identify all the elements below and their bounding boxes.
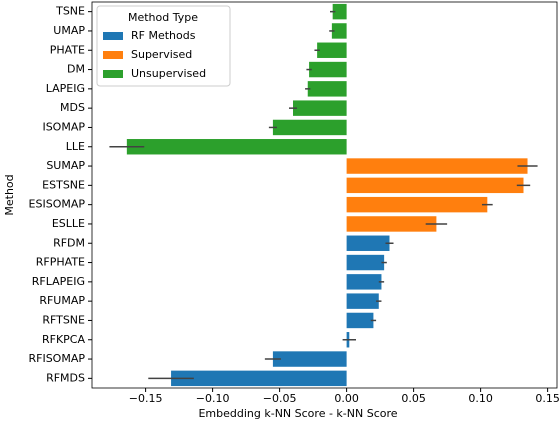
- bar: [346, 158, 528, 174]
- y-tick-label: RFISOMAP: [28, 352, 85, 365]
- bar: [346, 312, 374, 329]
- bar: [309, 61, 347, 78]
- bar: [293, 100, 347, 116]
- bar: [346, 216, 437, 232]
- x-tick-label: 0.10: [468, 392, 493, 405]
- y-tick-label: DM: [67, 63, 85, 76]
- y-tick-label: ESLLE: [52, 217, 85, 230]
- y-tick-label: MDS: [60, 101, 85, 114]
- legend-title: Method Type: [128, 11, 198, 24]
- y-tick-label: ESISOMAP: [29, 198, 86, 211]
- y-tick-label: LLE: [66, 140, 85, 153]
- y-tick-label: RFMDS: [46, 371, 85, 384]
- y-tick-label: TSNE: [55, 5, 85, 18]
- plot-frame: [91, 1, 558, 389]
- y-tick-label: UMAP: [53, 24, 85, 37]
- bar: [171, 370, 347, 387]
- x-tick-label: −0.05: [263, 392, 297, 405]
- y-tick-label: RFDM: [53, 236, 85, 249]
- bar: [346, 235, 390, 251]
- bar: [332, 3, 347, 20]
- legend-label: Unsupervised: [131, 67, 206, 80]
- y-tick-label: SUMAP: [46, 159, 85, 172]
- bar: [317, 42, 347, 58]
- x-tick-label: 0.05: [401, 392, 426, 405]
- bar: [346, 274, 382, 290]
- bar: [331, 23, 347, 39]
- bar: [346, 196, 488, 213]
- bar: [272, 351, 347, 367]
- y-tick-label: LAPEIG: [46, 82, 85, 95]
- legend-swatch: [103, 51, 123, 59]
- y-tick-label: PHATE: [50, 43, 85, 56]
- x-tick-label: −0.15: [129, 392, 163, 405]
- x-tick-label: 0.15: [535, 392, 560, 405]
- y-tick-label: RFLAPEIG: [32, 275, 85, 288]
- legend-swatch: [103, 32, 123, 40]
- y-axis-label: Method: [3, 174, 16, 215]
- x-tick-label: 0.00: [334, 392, 359, 405]
- x-tick-label: −0.10: [196, 392, 230, 405]
- bar: [346, 293, 379, 309]
- bar: [307, 81, 347, 97]
- bar: [346, 177, 524, 194]
- legend-label: Supervised: [131, 48, 192, 61]
- y-tick-label: ESTSNE: [42, 178, 85, 191]
- legend-swatch: [103, 70, 123, 78]
- y-tick-label: RFUMAP: [39, 294, 85, 307]
- legend-box: [96, 5, 231, 87]
- y-tick-label: RFTSNE: [42, 313, 85, 326]
- legend-label: RF Methods: [131, 29, 196, 42]
- y-tick-label: ISOMAP: [42, 120, 85, 133]
- bar: [272, 119, 347, 136]
- y-tick-label: RFKPCA: [42, 333, 85, 346]
- bar: [346, 254, 385, 271]
- bar: [126, 139, 347, 155]
- x-axis-label: Embedding k-NN Score - k-NN Score: [198, 407, 397, 420]
- y-tick-label: RFPHATE: [36, 256, 85, 269]
